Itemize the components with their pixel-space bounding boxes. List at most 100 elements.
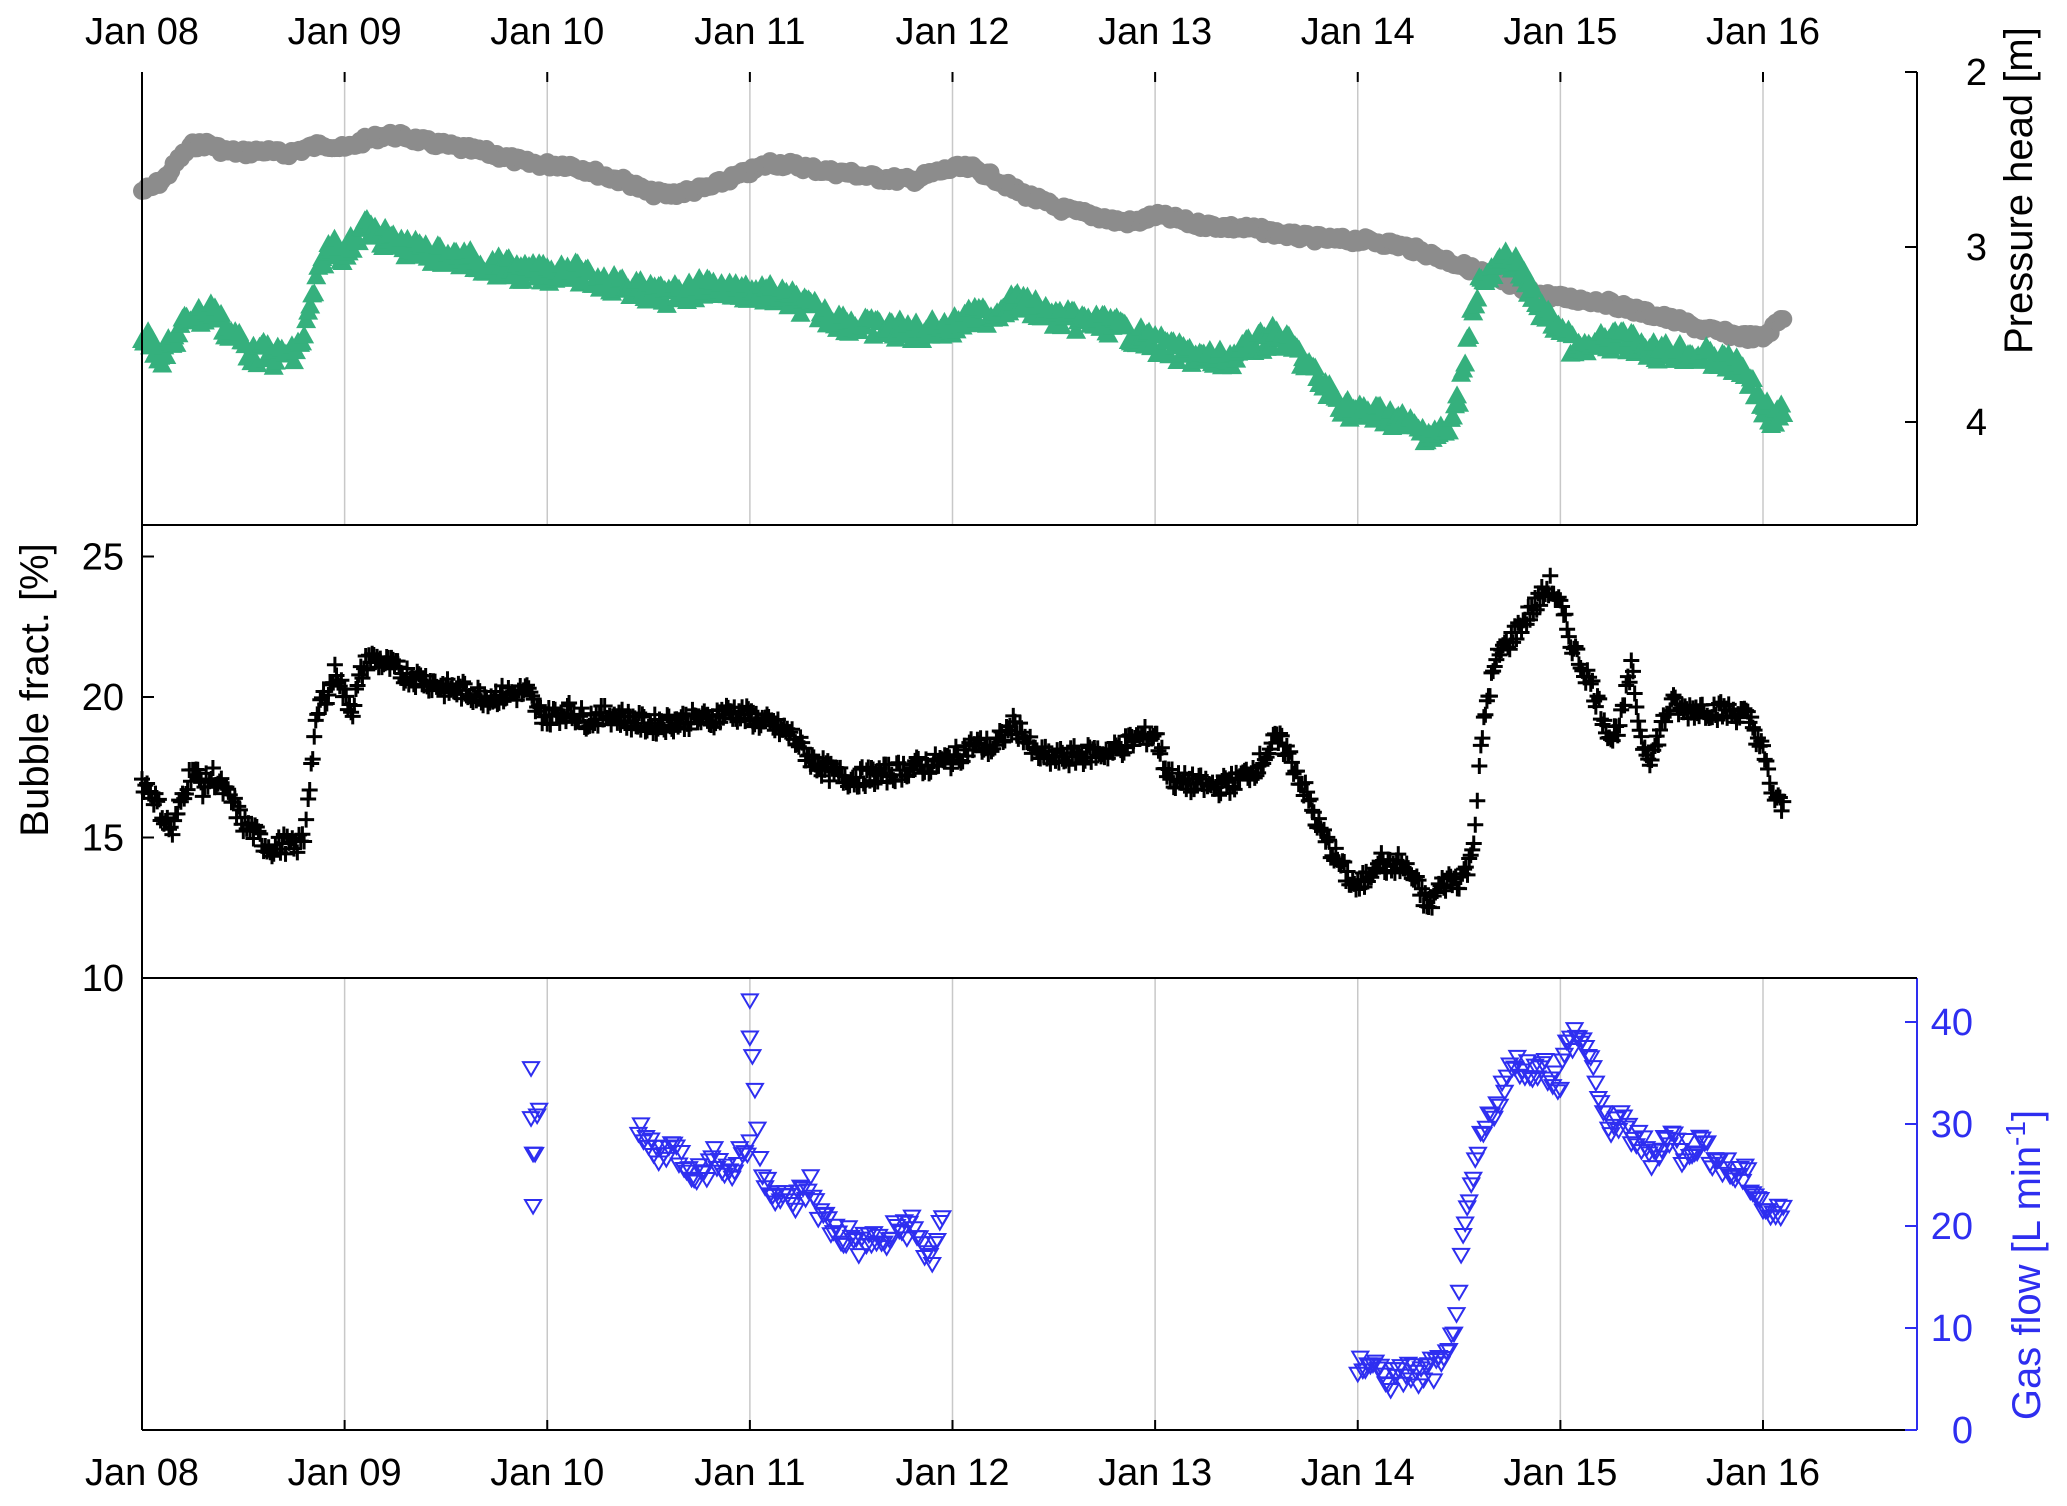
data-point-triangle-down bbox=[922, 1256, 942, 1274]
data-point-triangle-up bbox=[1066, 320, 1087, 339]
data-point-plus bbox=[1250, 764, 1267, 781]
x-tick-label-bottom: Jan 11 bbox=[694, 1452, 805, 1494]
data-point-plus bbox=[804, 747, 821, 764]
y-tick-label-middle: 25 bbox=[82, 537, 124, 579]
x-tick-label-top: Jan 12 bbox=[895, 11, 1009, 53]
data-point-triangle-down bbox=[1370, 1358, 1391, 1376]
data-point-triangle-down bbox=[904, 1221, 925, 1238]
data-point-plus bbox=[1569, 641, 1586, 658]
data-point-plus bbox=[1743, 709, 1760, 726]
data-point-triangle-up bbox=[1449, 393, 1470, 412]
data-point-plus bbox=[1626, 685, 1643, 702]
data-point-plus bbox=[320, 687, 337, 704]
data-point-plus bbox=[204, 760, 221, 777]
data-point-triangle-down bbox=[1545, 1065, 1566, 1083]
data-point-plus bbox=[784, 721, 801, 738]
data-point-triangle-down bbox=[686, 1174, 707, 1192]
data-point-plus bbox=[1761, 775, 1778, 792]
data-point-triangle-down bbox=[1732, 1173, 1753, 1191]
data-point-triangle-down bbox=[1453, 1228, 1473, 1245]
data-point-triangle-down bbox=[861, 1237, 882, 1255]
data-point-plus bbox=[921, 765, 938, 782]
data-point-plus bbox=[1756, 751, 1773, 768]
data-point-triangle-down bbox=[1641, 1160, 1662, 1177]
data-point-plus bbox=[1513, 624, 1530, 641]
data-point-plus bbox=[1327, 840, 1344, 857]
data-point-plus bbox=[586, 715, 603, 732]
data-point-triangle-down bbox=[750, 1150, 770, 1168]
data-point-triangle-down bbox=[1586, 1075, 1606, 1093]
x-tick-label-top: Jan 16 bbox=[1706, 11, 1820, 53]
data-point-triangle-down bbox=[897, 1231, 917, 1248]
data-point-triangle-down bbox=[529, 1102, 549, 1120]
data-point-plus bbox=[213, 770, 230, 787]
data-point-plus bbox=[289, 844, 306, 861]
data-point-triangle-down bbox=[1575, 1040, 1596, 1057]
data-point-plus bbox=[1336, 853, 1353, 870]
data-point-plus bbox=[277, 845, 294, 862]
data-point-plus bbox=[1302, 791, 1319, 808]
data-point-triangle-down bbox=[684, 1172, 704, 1190]
middle-y-axis-label: Bubble fract. [%] bbox=[13, 543, 57, 836]
data-point-triangle-up bbox=[1669, 334, 1690, 353]
data-point-plus bbox=[1304, 802, 1321, 819]
data-point-plus bbox=[1424, 899, 1441, 916]
data-point-triangle-down bbox=[927, 1232, 948, 1250]
data-point-triangle-down bbox=[1613, 1109, 1634, 1127]
data-point-plus bbox=[1542, 567, 1559, 584]
data-point-triangle-down bbox=[828, 1225, 849, 1243]
data-point-plus bbox=[1665, 687, 1682, 704]
data-point-plus bbox=[995, 734, 1012, 751]
data-point-triangle-down bbox=[912, 1236, 932, 1253]
data-point-triangle-down bbox=[740, 993, 760, 1010]
data-point-triangle-up bbox=[314, 255, 335, 274]
data-point-triangle-up bbox=[1773, 404, 1794, 423]
x-tick-label-top: Jan 13 bbox=[1098, 11, 1212, 53]
data-point-plus bbox=[542, 716, 559, 733]
data-point-triangle-down bbox=[800, 1169, 821, 1186]
data-point-triangle-down bbox=[1380, 1383, 1401, 1400]
data-point-plus bbox=[1408, 868, 1425, 885]
x-tick-label-bottom: Jan 15 bbox=[1503, 1452, 1617, 1494]
data-point-plus bbox=[1288, 763, 1305, 780]
data-point-plus bbox=[1477, 706, 1494, 723]
data-point-plus bbox=[346, 697, 363, 714]
x-tick-label-bottom: Jan 12 bbox=[895, 1452, 1009, 1494]
data-point-triangle-down bbox=[525, 1146, 545, 1164]
data-point-plus bbox=[194, 788, 211, 805]
data-point-triangle-down bbox=[1738, 1162, 1758, 1179]
data-point-triangle-down bbox=[1548, 1084, 1568, 1101]
data-point-circle bbox=[1774, 310, 1793, 329]
data-point-plus bbox=[1451, 880, 1468, 897]
data-point-plus bbox=[1469, 792, 1486, 809]
data-point-triangle-up bbox=[1771, 394, 1792, 413]
data-point-triangle-down bbox=[1398, 1356, 1419, 1374]
y-tick-label-middle: 15 bbox=[82, 818, 124, 860]
x-tick-label-top: Jan 15 bbox=[1503, 11, 1617, 53]
data-point-plus bbox=[1459, 866, 1476, 883]
data-point-triangle-up bbox=[300, 295, 321, 314]
data-point-plus bbox=[409, 663, 426, 680]
data-point-plus bbox=[1633, 728, 1650, 745]
data-point-triangle-down bbox=[1631, 1144, 1652, 1161]
data-point-plus bbox=[1273, 727, 1290, 744]
data-point-plus bbox=[596, 698, 613, 715]
data-point-triangle-up bbox=[142, 328, 163, 347]
data-point-plus bbox=[1285, 765, 1302, 782]
y-tick-label-bottom: 30 bbox=[1931, 1104, 1973, 1146]
data-point-plus bbox=[1550, 589, 1567, 606]
data-point-plus bbox=[1758, 752, 1775, 769]
data-point-plus bbox=[298, 811, 315, 828]
data-point-plus bbox=[1475, 709, 1492, 726]
axis-text: Pressure head [m] Bubble fract. [%] Gas … bbox=[13, 11, 2049, 1494]
data-point-triangle-down bbox=[902, 1209, 922, 1227]
data-point-plus bbox=[218, 779, 235, 796]
data-point-plus bbox=[250, 823, 267, 840]
data-point-triangle-down bbox=[704, 1141, 725, 1158]
data-point-triangle-up bbox=[790, 303, 811, 322]
data-point-plus bbox=[872, 765, 889, 782]
data-point-triangle-up bbox=[294, 325, 315, 344]
data-point-triangle-up bbox=[168, 324, 189, 343]
data-point-plus bbox=[304, 751, 321, 768]
